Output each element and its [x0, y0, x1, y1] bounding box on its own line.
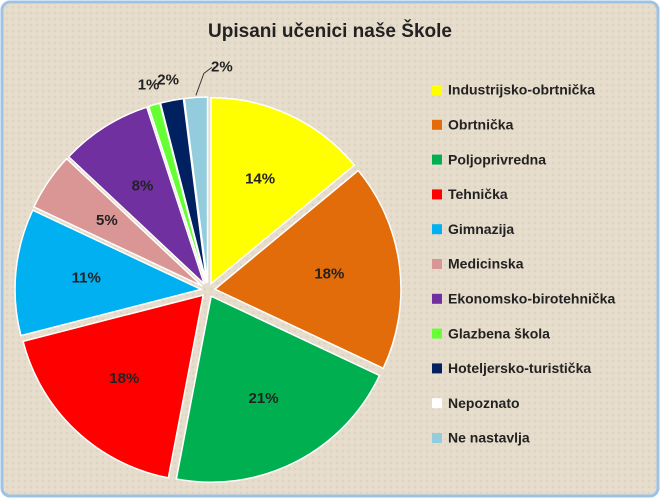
chart-title: Upisani učenici naše Škole: [208, 20, 452, 42]
data-label: 2%: [211, 58, 233, 75]
data-label: 1%: [138, 76, 160, 93]
data-label: 18%: [109, 370, 139, 387]
legend-swatch: [432, 189, 442, 200]
pie-slice: [175, 295, 381, 483]
data-label: 14%: [245, 170, 275, 187]
legend-swatch: [432, 328, 442, 339]
pie-slice: [210, 96, 356, 286]
legend-swatch: [432, 293, 442, 304]
legend-label: Tehnička: [448, 186, 508, 202]
pie-slice: [22, 294, 205, 479]
pie-slice: [213, 169, 402, 370]
legend-label: Poljoprivredna: [448, 151, 546, 167]
legend-swatch: [432, 363, 442, 374]
pie-slice: [67, 106, 205, 285]
pie-slice: [183, 96, 209, 284]
legend-swatch: [432, 259, 442, 269]
legend-label: Obrtnička: [448, 117, 514, 133]
legend-swatch: [432, 85, 442, 95]
pie-slice: [14, 209, 204, 337]
legend-label: Hoteljersko-turistička: [448, 360, 591, 376]
legend-swatch: [432, 119, 442, 130]
pie-slice: [32, 157, 203, 287]
legend-label: Medicinska: [448, 256, 524, 272]
data-label: 8%: [132, 178, 154, 195]
data-label: 5%: [96, 212, 118, 229]
legend-swatch: [432, 398, 442, 409]
data-label: 21%: [249, 390, 279, 407]
data-label: 11%: [72, 269, 101, 286]
legend-label: Industrijsko-obrtnička: [448, 82, 595, 98]
leader-line: [195, 66, 213, 96]
legend-label: Ne nastavlja: [448, 430, 530, 446]
legend-label: Glazbena škola: [448, 325, 550, 341]
legend-swatch: [432, 154, 442, 165]
data-label: 18%: [314, 266, 344, 283]
data-label: 2%: [157, 72, 179, 89]
legend-swatch: [432, 433, 442, 443]
legend-label: Gimnazija: [448, 221, 514, 237]
legend-label: Ekonomsko-birotehnička: [448, 291, 615, 307]
legend-label: Nepoznato: [448, 395, 520, 411]
legend-swatch: [432, 224, 442, 235]
